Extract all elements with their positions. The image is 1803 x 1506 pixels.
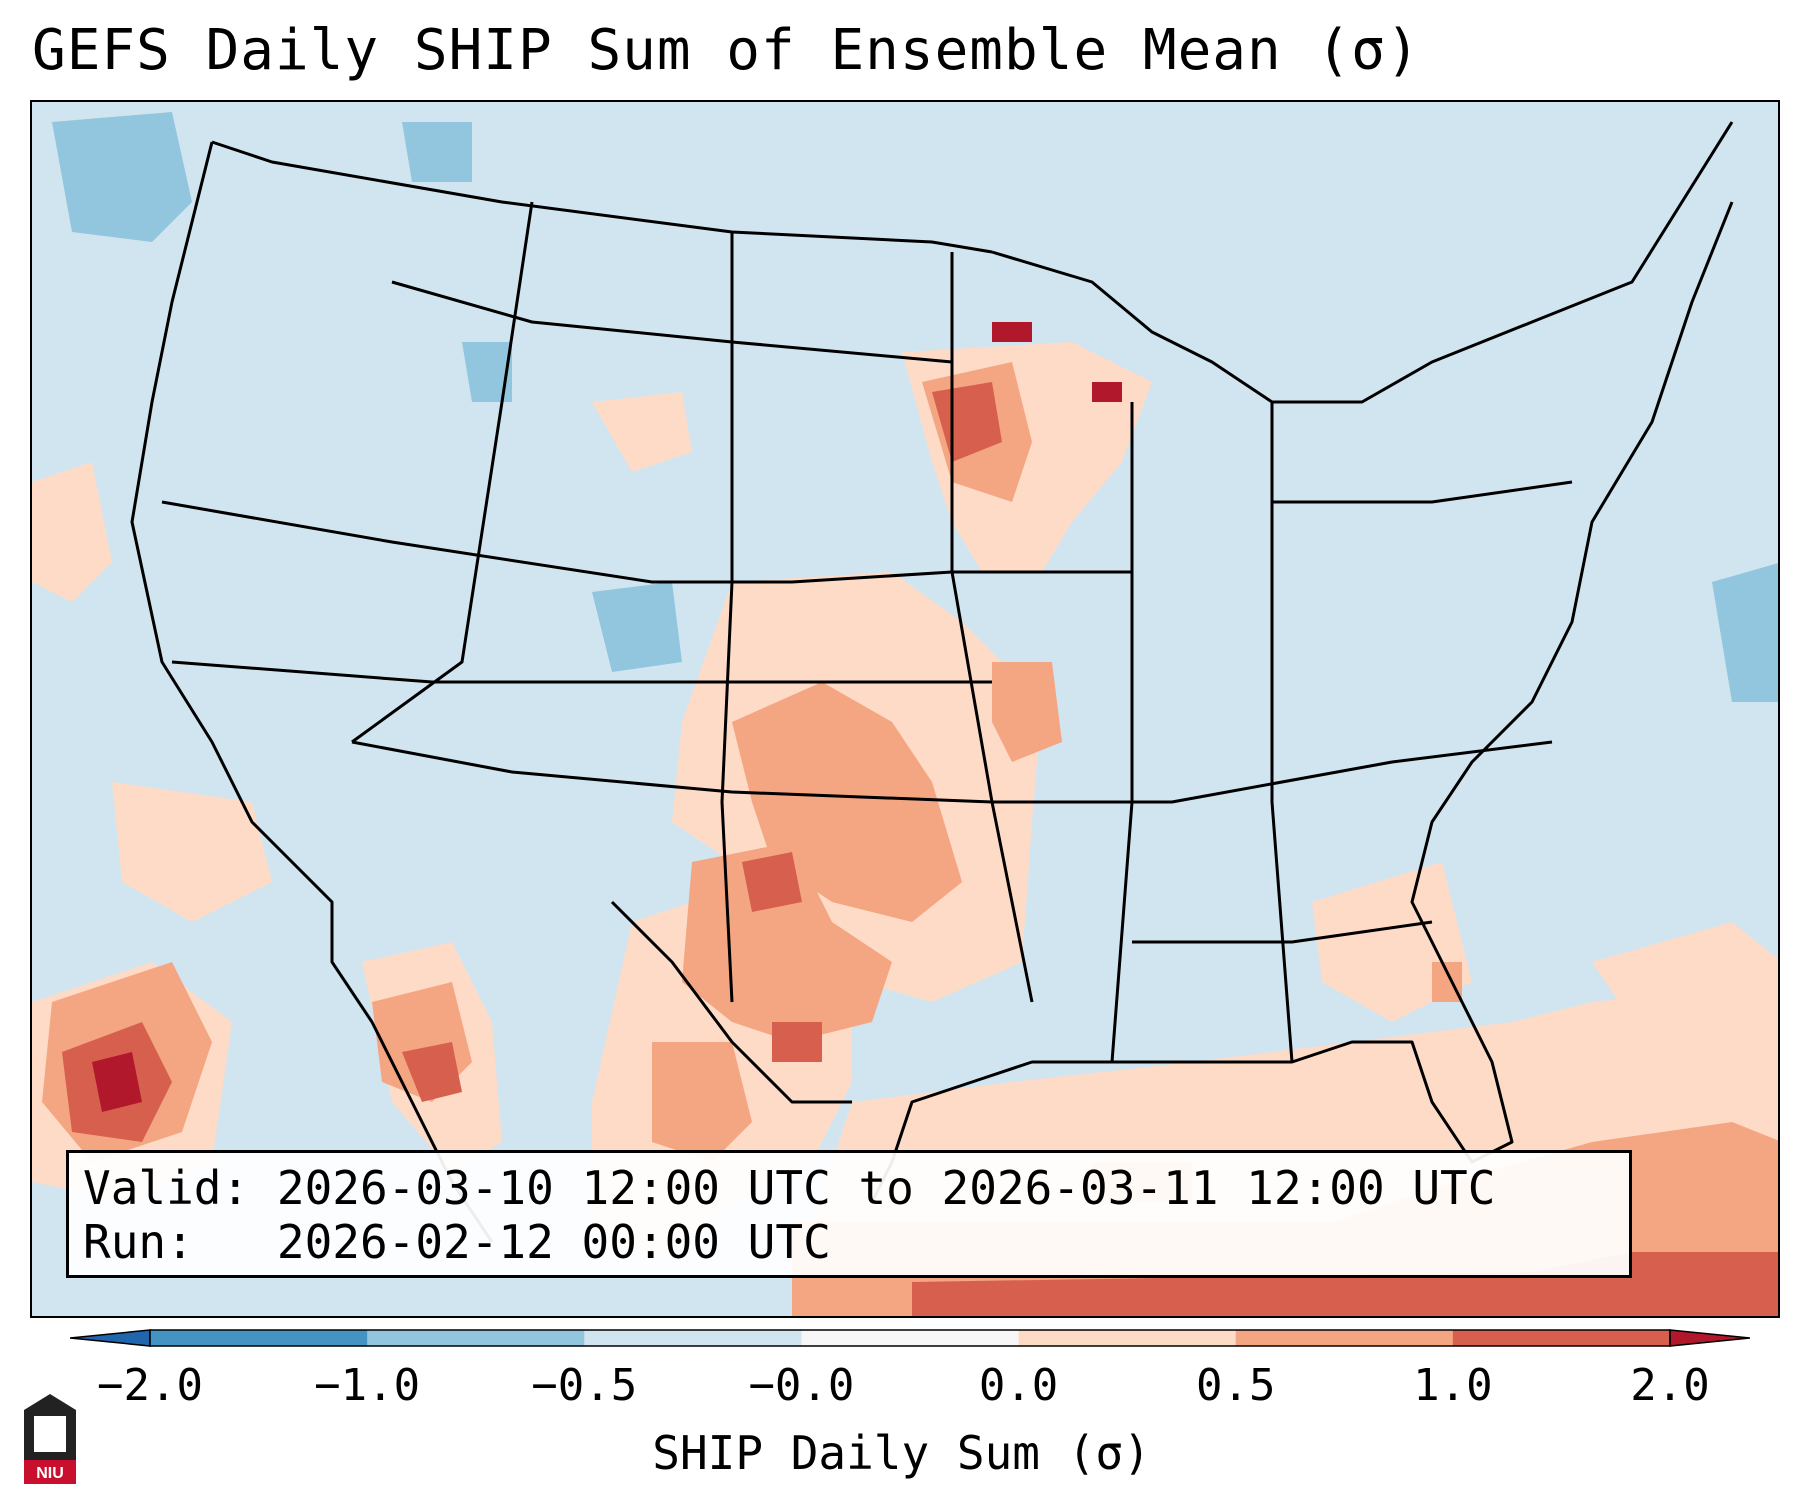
colorbar-tick-label: −0.5 [531,1360,638,1411]
valid-run-info-box: Valid: 2026-03-10 12:00 UTC to 2026-03-1… [66,1150,1632,1278]
colorbar-tick-label: −2.0 [97,1360,203,1411]
colorbar-bin [367,1330,585,1346]
positive-anomaly-max [92,322,1122,1112]
plains-state-line [950,252,1034,1003]
missouri-medium-region [992,662,1062,762]
atlantic-light-region [1592,922,1778,1022]
texas-strong-patch [742,852,802,912]
colorbar-extend-min [70,1329,151,1347]
ohio-valley-line [1270,402,1294,1063]
us-mexico-border [610,900,852,1104]
idaho-negative-region [462,342,512,402]
west-coast-light-region [32,462,112,602]
colorbar-ticks: −2.0 −1.0 −0.5 −0.0 0.0 0.5 1.0 2.0 [0,1360,1803,1420]
colorbar-label: SHIP Daily Sum (σ) [652,1426,1151,1480]
colorbar-bin [150,1330,368,1346]
colorbar-tick-label: 0.5 [1195,1360,1276,1411]
colorbar-tick-label: 1.0 [1413,1360,1493,1411]
niu-logo: NIU [24,1394,76,1484]
northern-state-line [161,500,1132,584]
texas-strong-patch-2 [772,1022,822,1062]
chart-title: GEFS Daily SHIP Sum of Ensemble Mean (σ) [32,18,1421,83]
southeast-state-line [1132,920,1433,944]
pacific-northwest-negative-region [52,112,192,242]
offshore-light-region [112,782,272,922]
logo-text: NIU [36,1465,64,1482]
mississippi-line [1110,402,1134,1063]
texas-medium-region [682,842,892,1042]
run-label: Run: [83,1215,194,1269]
colorbar-tick-label: −0.0 [748,1360,855,1411]
colorbar-bin [584,1330,802,1346]
washington-negative-region [402,122,472,182]
colorbar-extend-max [1669,1329,1750,1347]
atlantic-negative-region [1712,563,1778,702]
western-state-line [351,201,534,744]
colorbar-bin [1452,1330,1671,1346]
state-line-mid [171,660,992,684]
colorbar-outline [149,1329,1671,1347]
colorbar-bin [1235,1330,1454,1346]
colorbar-tick-label: −1.0 [314,1360,421,1411]
us-canada-border-west [211,140,993,254]
montana-light-region [592,392,692,472]
north-dakota-strong-region [932,382,1002,462]
colorbar [70,1329,1750,1347]
northeast-state-line [1272,480,1573,504]
negative-anomaly [52,112,1778,702]
colorbar-bin [1018,1330,1237,1346]
valid-label: Valid: [83,1161,250,1215]
pacific-coastline [130,141,494,1243]
anomaly-map [32,102,1778,1316]
sonora-strong-region [402,1042,462,1102]
central-state-line [720,232,734,1003]
run-text: 2026-02-12 00:00 UTC [276,1215,831,1269]
colorbar-tick-label: 2.0 [1630,1360,1710,1411]
lake-of-woods-max-patch [992,322,1032,342]
georgia-coast-medium-patch [1432,962,1462,1002]
map-panel [30,100,1780,1318]
lake-superior-max-patch [1092,382,1122,402]
colorbar-bin [801,1330,1020,1346]
south-texas-medium-region [652,1042,752,1162]
logo-window [34,1416,66,1452]
valid-text: 2026-03-10 12:00 UTC to 2026-03-11 12:00… [276,1161,1496,1215]
colorbar-tick-label: 0.0 [978,1360,1059,1411]
us-canada-border-east [991,121,1734,404]
logo-banner [24,1460,76,1484]
state-line-north [391,280,953,364]
pacific-max-patch [92,1052,142,1112]
colorado-negative-region [592,582,682,672]
